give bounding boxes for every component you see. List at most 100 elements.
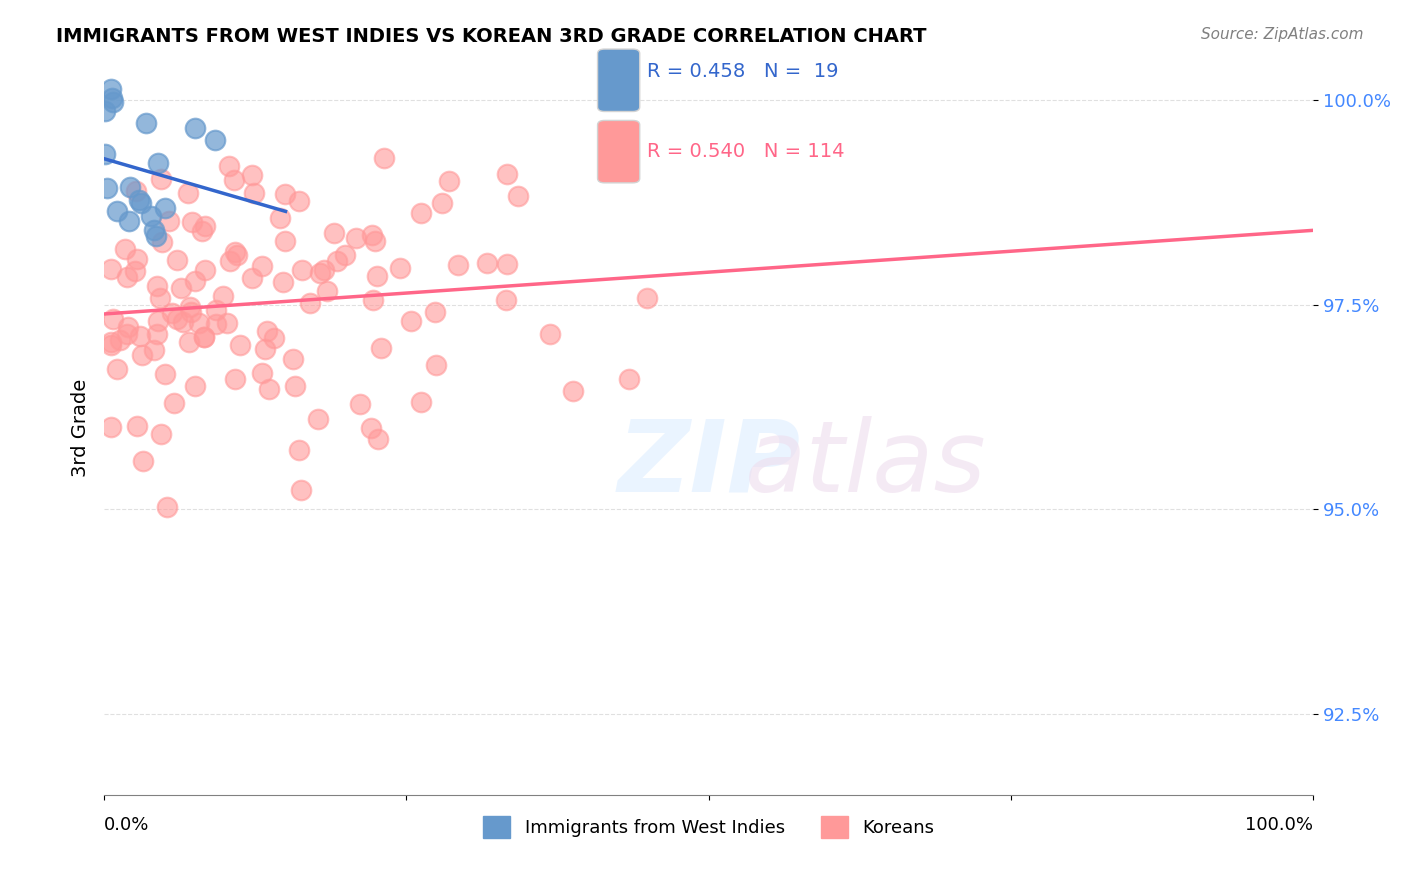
Point xyxy=(163,396,186,410)
Point xyxy=(108,334,131,348)
Point xyxy=(224,244,246,259)
Point xyxy=(229,338,252,352)
Point xyxy=(160,306,183,320)
Point xyxy=(194,219,217,233)
Point xyxy=(308,266,330,280)
Point xyxy=(103,95,125,110)
Point xyxy=(561,384,583,399)
Point xyxy=(117,320,139,334)
Point xyxy=(172,315,194,329)
Point xyxy=(299,296,322,310)
Point xyxy=(291,263,314,277)
Point xyxy=(128,193,150,207)
Point xyxy=(224,372,246,386)
Point xyxy=(314,263,336,277)
Point xyxy=(100,82,122,96)
Point xyxy=(430,195,453,210)
Point xyxy=(166,312,188,326)
Point xyxy=(142,343,165,358)
Point xyxy=(120,180,142,194)
Point xyxy=(177,186,200,201)
Point xyxy=(125,184,148,198)
Point xyxy=(409,394,432,409)
Point xyxy=(218,159,240,173)
Point xyxy=(271,275,294,289)
Point xyxy=(323,226,346,240)
Point xyxy=(250,366,273,380)
Point xyxy=(636,291,658,305)
Point xyxy=(222,172,245,186)
Point xyxy=(115,269,138,284)
Point xyxy=(240,169,263,183)
Point xyxy=(184,121,207,136)
Point xyxy=(219,253,242,268)
Point xyxy=(101,312,124,326)
Point xyxy=(475,256,498,270)
Point xyxy=(100,419,122,434)
Point xyxy=(100,338,122,352)
Point xyxy=(184,274,207,288)
Point xyxy=(156,500,179,514)
Point xyxy=(96,181,118,195)
Point xyxy=(281,352,304,367)
Point xyxy=(425,305,447,319)
Point xyxy=(370,341,392,355)
Point xyxy=(101,91,124,105)
Point xyxy=(146,279,169,293)
Point xyxy=(205,317,228,331)
Point xyxy=(148,314,170,328)
Point xyxy=(193,330,215,344)
Point xyxy=(157,214,180,228)
Point xyxy=(105,362,128,376)
Point xyxy=(118,214,141,228)
Point xyxy=(288,194,311,208)
Point xyxy=(617,372,640,386)
Point xyxy=(256,324,278,338)
Point xyxy=(100,334,122,349)
Point xyxy=(146,156,169,170)
Point xyxy=(166,252,188,267)
Point xyxy=(131,348,153,362)
Text: Source: ZipAtlas.com: Source: ZipAtlas.com xyxy=(1201,27,1364,42)
Point xyxy=(153,201,176,215)
Point xyxy=(125,418,148,433)
Point xyxy=(361,293,384,307)
Point xyxy=(284,379,307,393)
Point xyxy=(188,317,211,331)
Text: atlas: atlas xyxy=(745,416,987,513)
Point xyxy=(146,326,169,341)
Point xyxy=(225,248,247,262)
Point xyxy=(349,397,371,411)
Point xyxy=(242,186,264,200)
Point xyxy=(290,483,312,498)
Text: 0.0%: 0.0% xyxy=(104,816,149,834)
Point xyxy=(149,171,172,186)
Point xyxy=(115,326,138,341)
Point xyxy=(180,305,202,319)
Point xyxy=(346,230,368,244)
Point xyxy=(399,314,422,328)
Point xyxy=(217,316,239,330)
Point xyxy=(437,174,460,188)
Point xyxy=(360,421,382,435)
Text: IMMIGRANTS FROM WEST INDIES VS KOREAN 3RD GRADE CORRELATION CHART: IMMIGRANTS FROM WEST INDIES VS KOREAN 3R… xyxy=(56,27,927,45)
Point xyxy=(139,209,162,223)
Point xyxy=(179,300,201,314)
Point xyxy=(506,189,529,203)
Point xyxy=(124,263,146,277)
Point xyxy=(177,334,200,349)
Point xyxy=(333,248,356,262)
Text: R = 0.458   N =  19: R = 0.458 N = 19 xyxy=(647,62,838,81)
Point xyxy=(190,225,212,239)
Point xyxy=(253,342,276,356)
Point xyxy=(132,454,155,468)
Point xyxy=(366,269,388,284)
Point xyxy=(540,327,562,342)
Text: ZIP: ZIP xyxy=(617,416,800,513)
Point xyxy=(94,147,117,161)
Point xyxy=(105,204,128,219)
Point xyxy=(259,382,281,396)
Point xyxy=(373,151,395,165)
Point xyxy=(181,215,204,229)
Point xyxy=(274,234,297,248)
